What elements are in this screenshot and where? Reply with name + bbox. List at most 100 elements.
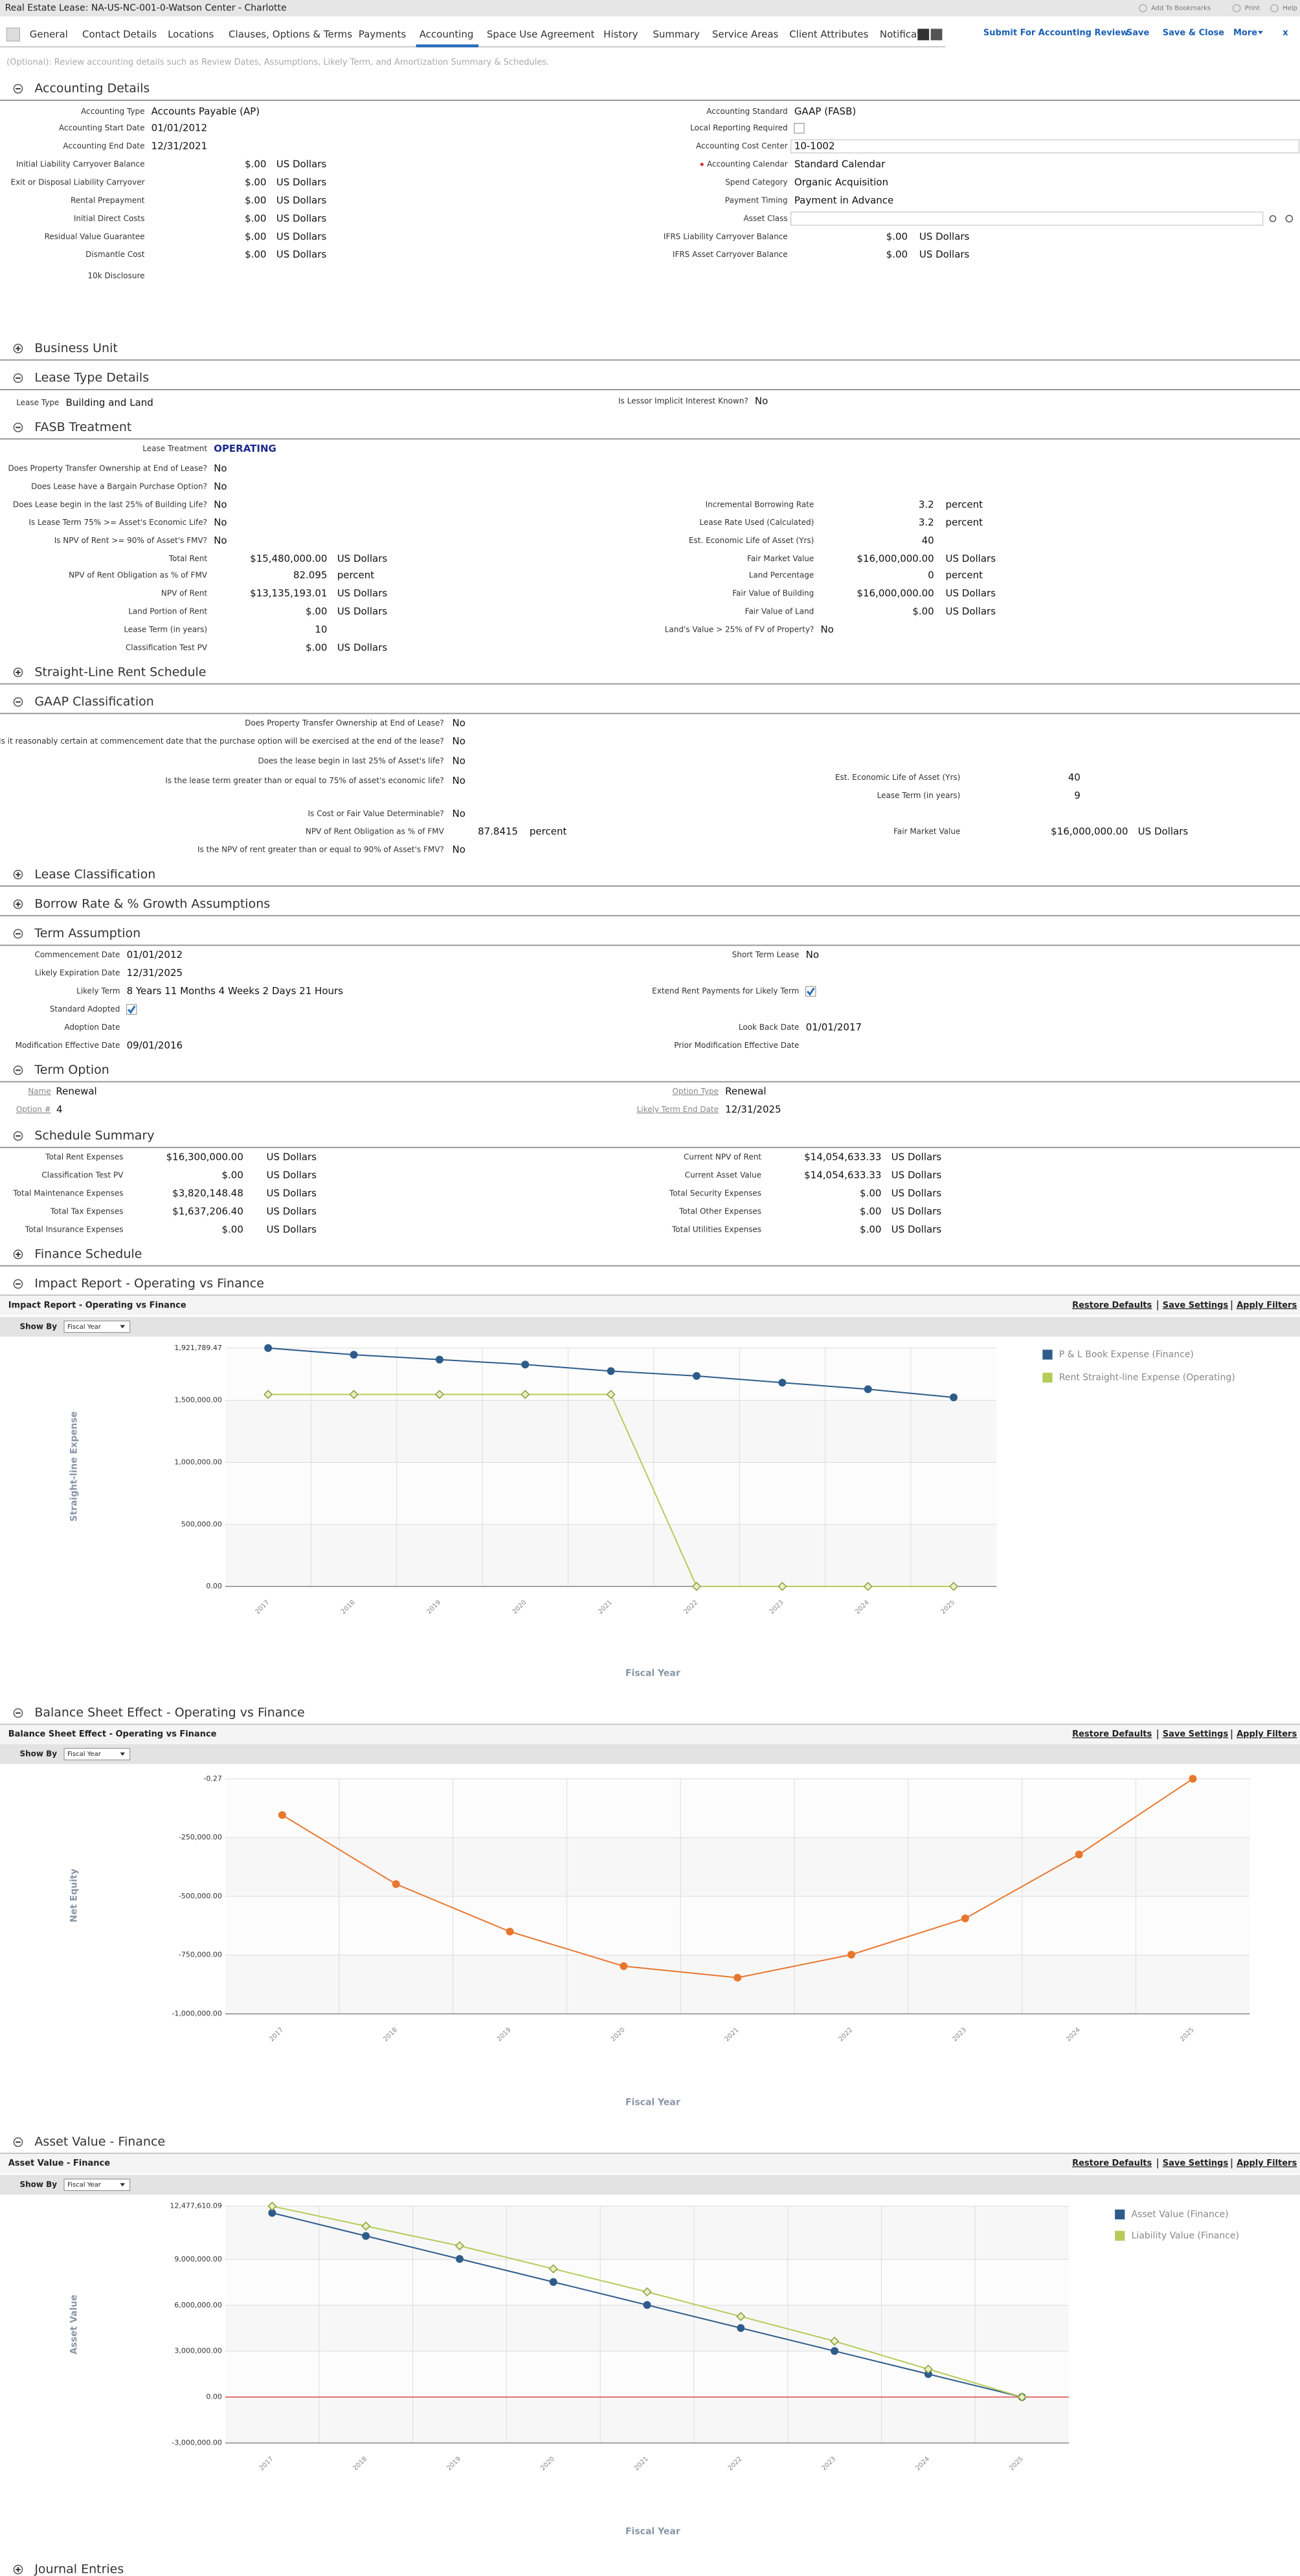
action-link[interactable]: Save [1126, 28, 1150, 38]
section-title[interactable]: Lease Classification [34, 867, 155, 882]
section-title[interactable]: Borrow Rate & % Growth Assumptions [34, 897, 270, 911]
field-label: Exit or Disposal Liability Carryover [10, 177, 144, 186]
header-link[interactable]: Print [1245, 5, 1260, 12]
section-title[interactable]: Schedule Summary [34, 1129, 154, 1143]
x-tick-label: 2019 [425, 1599, 442, 1616]
field-value: Building and Land [66, 397, 153, 408]
action-link[interactable]: Save & Close [1163, 28, 1224, 38]
section-title[interactable]: GAAP Classification [34, 694, 153, 709]
panel-link[interactable]: Save Settings [1163, 1300, 1229, 1310]
tab[interactable]: Clauses, Options & Terms [229, 28, 352, 40]
text-input[interactable] [790, 212, 1264, 226]
legend-label: Liability Value (Finance) [1132, 2230, 1239, 2241]
tab[interactable]: Accounting [420, 28, 474, 40]
field-value: $.00 [860, 1205, 881, 1217]
field-value: 3.2 [919, 516, 934, 528]
action-link[interactable]: More [1233, 28, 1257, 38]
point [620, 1962, 628, 1970]
field-label: Land's Value > 25% of FV of Property? [665, 625, 814, 634]
point [961, 1915, 969, 1923]
field-label: Does Property Transfer Ownership at End … [8, 463, 207, 472]
section-title[interactable]: FASB Treatment [34, 420, 131, 434]
field-label: Rental Prepayment [71, 195, 145, 205]
section-title[interactable]: Impact Report - Operating vs Finance [34, 1276, 264, 1291]
point [349, 1390, 359, 1399]
field-value: 10-1002 [794, 140, 835, 152]
tab[interactable]: History [603, 28, 638, 40]
section-title[interactable]: Term Assumption [34, 926, 140, 940]
y-tick-label: -750,000.00 [179, 1951, 222, 1959]
show-by-select[interactable] [63, 1748, 131, 1760]
field-unit: US Dollars [266, 1205, 317, 1217]
field-unit: US Dollars [337, 641, 388, 653]
point [454, 2241, 464, 2250]
x-tick-label: 2022 [727, 2456, 744, 2472]
panel-link[interactable]: Apply Filters [1237, 1300, 1297, 1310]
panel-link[interactable]: Apply Filters [1237, 1729, 1297, 1739]
x-tick-label: 2025 [1179, 2026, 1196, 2043]
field-value: $16,300,000.00 [166, 1151, 243, 1163]
y-axis-label: Asset Value [69, 2294, 79, 2354]
chart-title: Asset Value - Finance [8, 2159, 111, 2168]
field-value: Payment in Advance [794, 194, 893, 206]
panel-link[interactable]: Restore Defaults [1072, 1300, 1152, 1310]
tab[interactable]: Space Use Agreement [487, 28, 595, 40]
section-title[interactable]: Balance Sheet Effect - Operating vs Fina… [34, 1705, 304, 1720]
text-input[interactable] [790, 139, 1300, 153]
show-by-select[interactable] [63, 2179, 131, 2192]
tab[interactable]: Notificati [880, 28, 923, 40]
clear-icon[interactable] [1285, 214, 1294, 223]
panel-link[interactable]: Apply Filters [1237, 2159, 1297, 2168]
y-tick-label: -3,000,000.00 [172, 2438, 221, 2447]
header-link[interactable]: Add To Bookmarks [1151, 5, 1211, 12]
tab[interactable]: Payments [359, 28, 407, 40]
field-value: $.00 [245, 159, 266, 170]
tab[interactable]: Summary [653, 28, 700, 40]
section-title[interactable]: Asset Value - Finance [34, 2135, 165, 2149]
y-tick-label: 1,921,789.47 [174, 1344, 221, 1352]
action-link[interactable]: Submit For Accounting Review [983, 28, 1128, 38]
point [924, 2370, 932, 2378]
section-title[interactable]: Journal Entries [34, 2562, 124, 2576]
section-title[interactable]: Term Option [34, 1063, 109, 1077]
tab-menu-icon[interactable] [6, 27, 20, 42]
field-unit: percent [946, 570, 983, 581]
tab[interactable]: General [30, 28, 68, 40]
panel-link[interactable]: Restore Defaults [1072, 2159, 1152, 2168]
x-tick-label: 2025 [1008, 2456, 1025, 2472]
tab-scroll-right[interactable] [930, 28, 943, 41]
header-link[interactable]: Help [1283, 5, 1297, 12]
section-title[interactable]: Lease Type Details [34, 371, 149, 385]
point [923, 2364, 933, 2374]
tab[interactable]: Locations [168, 28, 214, 40]
action-link[interactable]: x [1283, 28, 1288, 38]
x-tick-label: 2025 [940, 1599, 957, 1616]
lookup-icon[interactable] [1269, 215, 1277, 223]
field-value: $16,000,000.00 [1051, 826, 1128, 838]
panel-link[interactable]: Save Settings [1163, 2159, 1229, 2168]
section-title[interactable]: Accounting Details [34, 82, 150, 96]
section-title[interactable]: Finance Schedule [34, 1247, 142, 1261]
tab[interactable]: Contact Details [82, 28, 157, 40]
point [267, 2201, 277, 2211]
x-tick-label: 2022 [682, 1599, 699, 1616]
tab[interactable]: Client Attributes [789, 28, 868, 40]
section-title[interactable]: Straight-Line Rent Schedule [34, 665, 206, 679]
field-value: $13,135,193.01 [250, 587, 327, 599]
required-indicator [700, 162, 704, 166]
checkbox[interactable] [794, 123, 805, 134]
tab-scroll-left[interactable] [917, 28, 930, 41]
field-unit: percent [946, 498, 983, 510]
section-title[interactable]: Business Unit [34, 341, 118, 355]
panel-link[interactable]: Restore Defaults [1072, 1729, 1152, 1739]
tab[interactable]: Service Areas [712, 28, 779, 40]
field-label: Lease Type [16, 398, 59, 407]
show-by-select[interactable] [63, 1320, 131, 1333]
field-label: Likely Expiration Date [35, 968, 120, 977]
panel-link[interactable]: Save Settings [1163, 1729, 1229, 1739]
field-label: NPV of Rent [161, 588, 207, 597]
field-value: No [453, 717, 465, 729]
field-label: Does Lease begin in the last 25% of Buil… [13, 500, 207, 509]
